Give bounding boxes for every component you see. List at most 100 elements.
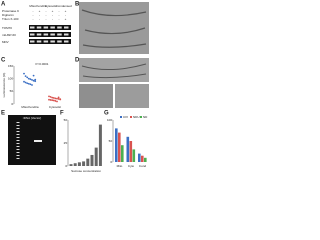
y-axis-label: Luminescence (%) bbox=[2, 73, 6, 98]
column-header: Condensed bbox=[56, 4, 72, 8]
em-image bbox=[79, 84, 113, 108]
row-mark: - bbox=[65, 13, 66, 17]
y-tick-label: 50 bbox=[109, 139, 113, 143]
blot-label: MDV bbox=[2, 40, 9, 44]
point bbox=[48, 98, 50, 101]
blot-band bbox=[43, 26, 49, 29]
row-mark: - bbox=[33, 13, 34, 17]
point bbox=[49, 99, 52, 101]
bar bbox=[90, 154, 94, 166]
panel-label: C bbox=[1, 58, 6, 64]
row-label: Triton X-100 bbox=[2, 17, 19, 21]
em-texture bbox=[81, 63, 147, 79]
bar bbox=[94, 147, 98, 166]
point bbox=[54, 97, 57, 100]
blot-band bbox=[43, 33, 49, 36]
y-tick-label: 0 bbox=[11, 102, 13, 106]
stat: P<0.0001 bbox=[36, 62, 49, 66]
gel-band bbox=[34, 140, 42, 142]
em-image bbox=[115, 84, 149, 108]
row-mark: - bbox=[59, 17, 60, 21]
point bbox=[29, 83, 32, 86]
bar bbox=[126, 136, 130, 162]
blot-band bbox=[50, 26, 55, 29]
x-axis-label: Sucrose concentration bbox=[71, 169, 101, 173]
bar bbox=[98, 124, 102, 166]
blot bbox=[29, 32, 71, 37]
bar bbox=[129, 141, 133, 162]
x-tick-label: Mito bbox=[117, 164, 123, 168]
point bbox=[31, 84, 33, 86]
column-header: Mitochondria bbox=[29, 4, 47, 8]
blot-band bbox=[64, 26, 69, 29]
blot bbox=[29, 25, 71, 30]
blot-band bbox=[30, 26, 35, 29]
point bbox=[51, 96, 54, 99]
blot-band bbox=[30, 40, 35, 43]
y-tick-label: 50 bbox=[10, 89, 14, 93]
column-header: Cytosolic bbox=[45, 4, 58, 8]
blot-band bbox=[64, 33, 69, 36]
panel-label: F bbox=[60, 111, 64, 117]
point bbox=[52, 99, 55, 102]
blot-band bbox=[64, 40, 69, 43]
row-mark: - bbox=[39, 13, 40, 17]
point bbox=[49, 96, 52, 98]
legend-swatch bbox=[130, 116, 132, 118]
panel-label: D bbox=[75, 58, 80, 64]
point bbox=[26, 82, 29, 85]
y-tick-label: 50 bbox=[64, 118, 68, 122]
bar bbox=[86, 158, 90, 166]
point bbox=[23, 72, 25, 75]
point bbox=[56, 97, 58, 100]
blot-label: TOM70 bbox=[2, 26, 12, 30]
row-mark: + bbox=[65, 9, 67, 13]
legend-swatch bbox=[140, 116, 142, 118]
blot-band bbox=[50, 33, 55, 36]
point bbox=[31, 79, 33, 81]
bar bbox=[118, 132, 121, 162]
point bbox=[34, 78, 37, 81]
blot-band bbox=[57, 26, 62, 29]
bar bbox=[132, 149, 136, 162]
y-tick-label: 100 bbox=[8, 76, 13, 80]
panel-label: B bbox=[75, 2, 80, 8]
point bbox=[56, 100, 58, 103]
row-label: Proteinase K bbox=[2, 9, 19, 13]
y-tick-label: 100 bbox=[107, 118, 112, 122]
row-mark: - bbox=[33, 9, 34, 13]
point bbox=[57, 98, 60, 100]
point bbox=[57, 96, 60, 99]
row-mark: - bbox=[33, 17, 34, 21]
em-image bbox=[79, 58, 149, 82]
row-mark: - bbox=[52, 13, 53, 17]
row-mark: - bbox=[59, 13, 60, 17]
bar bbox=[115, 128, 118, 162]
point bbox=[27, 82, 30, 85]
blot-label: mtHSP-60 bbox=[2, 33, 16, 37]
bar bbox=[144, 157, 147, 162]
row-mark: + bbox=[65, 17, 67, 21]
point bbox=[52, 97, 55, 99]
point bbox=[51, 99, 54, 102]
point bbox=[32, 79, 35, 82]
x-tick-label: Mitochondria bbox=[21, 105, 39, 109]
point bbox=[48, 95, 50, 98]
legend-swatch bbox=[120, 116, 122, 118]
y-tick-label: 25 bbox=[64, 141, 68, 145]
row-mark: - bbox=[46, 9, 47, 13]
lane-label: rDNA (Vector) bbox=[23, 116, 42, 120]
y-tick-label: 0 bbox=[110, 160, 112, 164]
row-mark: - bbox=[46, 13, 47, 17]
x-tick-label: Cytosolic bbox=[49, 105, 62, 109]
point bbox=[26, 76, 29, 79]
panel-label: E bbox=[1, 111, 5, 117]
row-mark: + bbox=[39, 9, 41, 13]
blot-band bbox=[57, 33, 62, 36]
row-mark: - bbox=[46, 17, 47, 21]
bar bbox=[77, 162, 81, 166]
point bbox=[34, 80, 37, 83]
point bbox=[24, 75, 27, 78]
point bbox=[23, 80, 25, 83]
legend-label: ND bbox=[143, 115, 148, 119]
